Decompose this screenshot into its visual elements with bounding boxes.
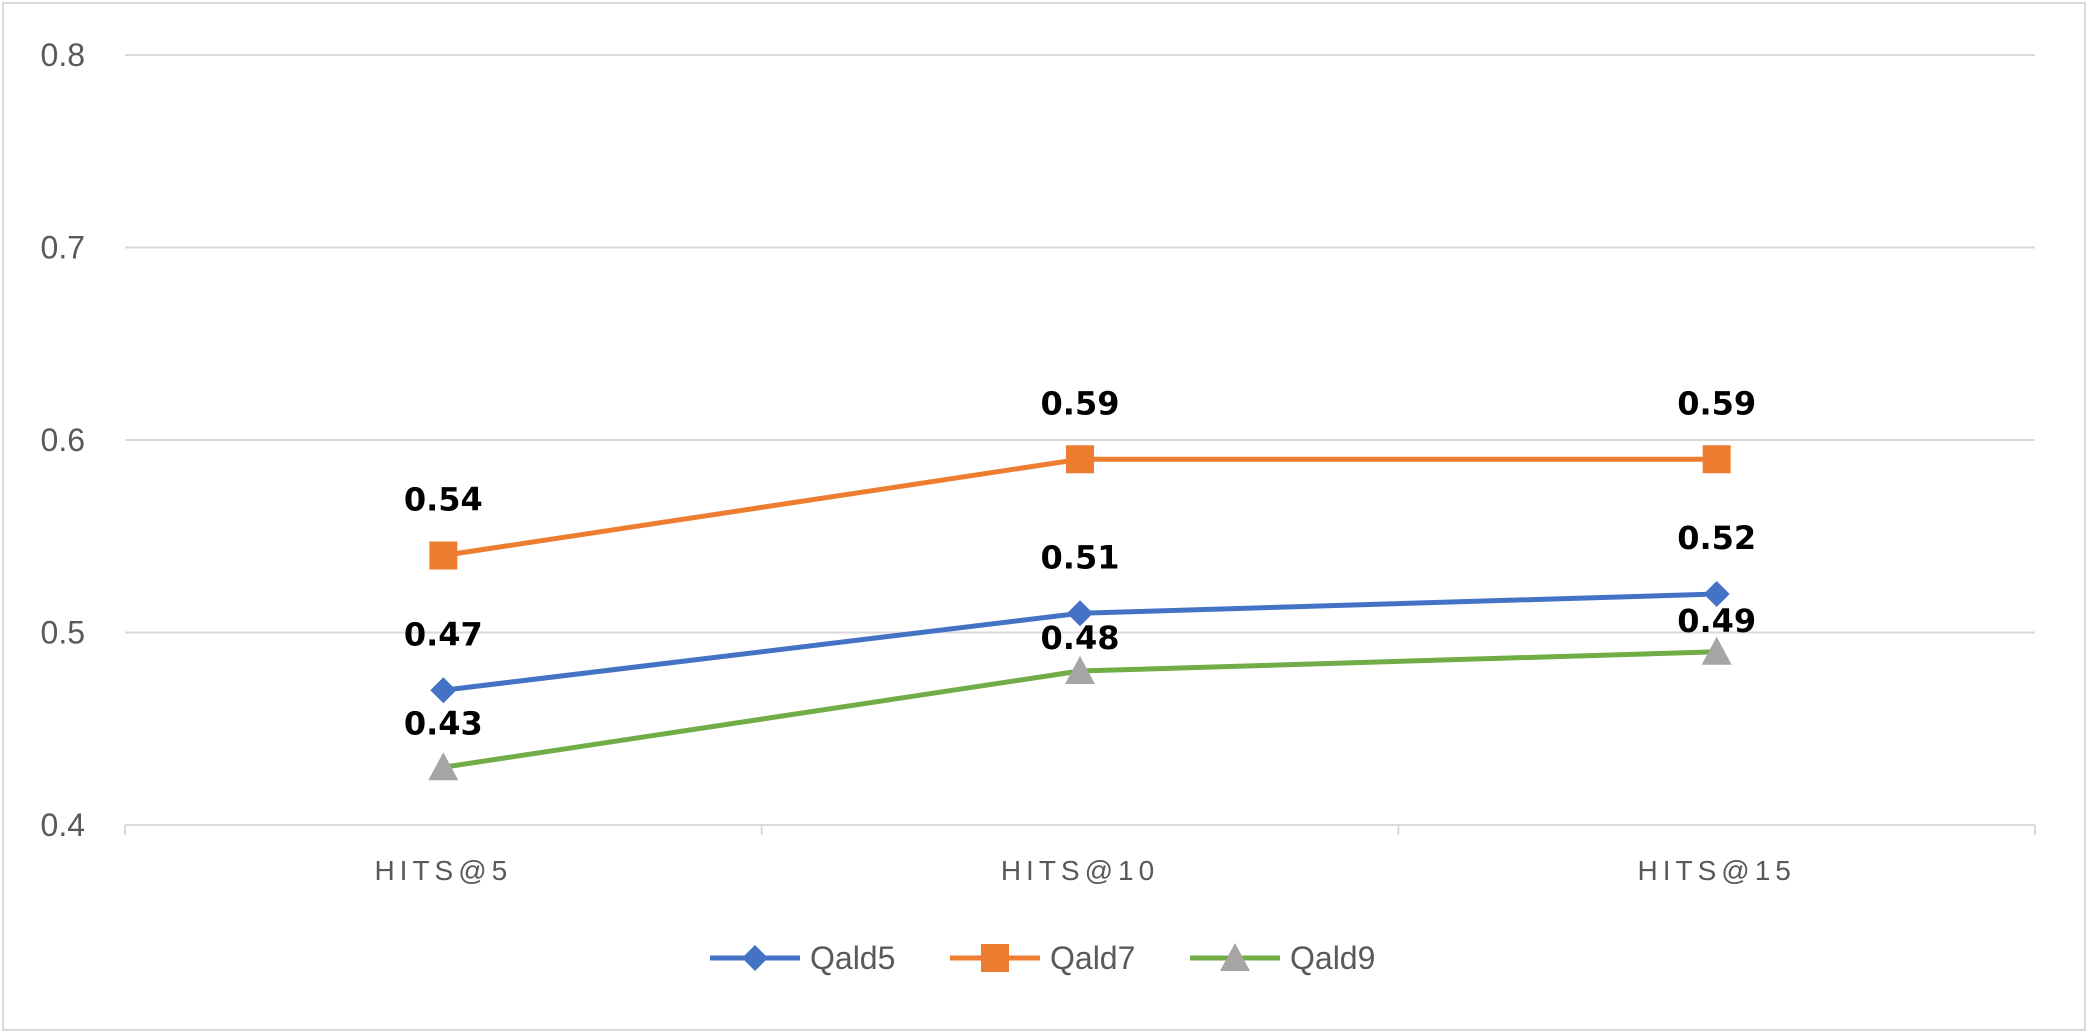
y-tick-label: 0.5 [41,615,85,651]
legend-label: Qald7 [1050,940,1135,976]
data-label: 0.51 [1041,538,1120,576]
data-point-qald5 [1067,600,1093,627]
data-point-qald7 [1066,445,1094,474]
data-label: 0.48 [1041,619,1120,657]
legend-marker-qald5 [742,945,768,971]
legend-label: Qald5 [810,940,895,976]
legend: Qald5 Qald7 Qald9 [710,940,1375,976]
y-tick-label: 0.8 [41,37,85,73]
data-label: 0.54 [404,481,483,519]
legend-label: Qald9 [1290,940,1375,976]
y-tick-label: 0.4 [41,807,85,843]
y-axis-ticks: 0.4 0.5 0.6 0.7 0.8 [41,37,85,843]
x-axis-ticks: HITS@5 HITS@10 HITS@15 [124,825,2036,886]
data-labels: 0.47 0.51 0.52 0.54 0.59 0.59 0.43 0.48 0.49 [404,384,1756,742]
gridlines [125,54,2035,826]
legend-marker-qald9 [1220,943,1250,971]
data-point-qald9 [1701,636,1732,665]
data-point-qald5 [1703,581,1730,607]
data-point-qald7 [429,541,458,570]
data-label: 0.47 [404,615,483,653]
data-label: 0.52 [1677,519,1756,557]
x-tick-label: HITS@10 [1001,855,1159,886]
y-tick-label: 0.7 [41,230,85,266]
data-point-qald9 [1065,656,1095,684]
series-group [428,445,1732,781]
y-tick-label: 0.6 [41,422,85,458]
data-label: 0.59 [1041,384,1120,422]
x-tick-label: HITS@15 [1637,855,1795,886]
data-label: 0.59 [1677,384,1756,422]
data-point-qald7 [1702,445,1731,474]
data-point-qald5 [430,677,457,704]
x-tick-label: HITS@5 [374,855,512,886]
legend-marker-qald7 [981,944,1009,972]
data-point-qald9 [428,752,459,781]
data-label: 0.49 [1677,602,1756,640]
data-label: 0.43 [404,704,483,742]
